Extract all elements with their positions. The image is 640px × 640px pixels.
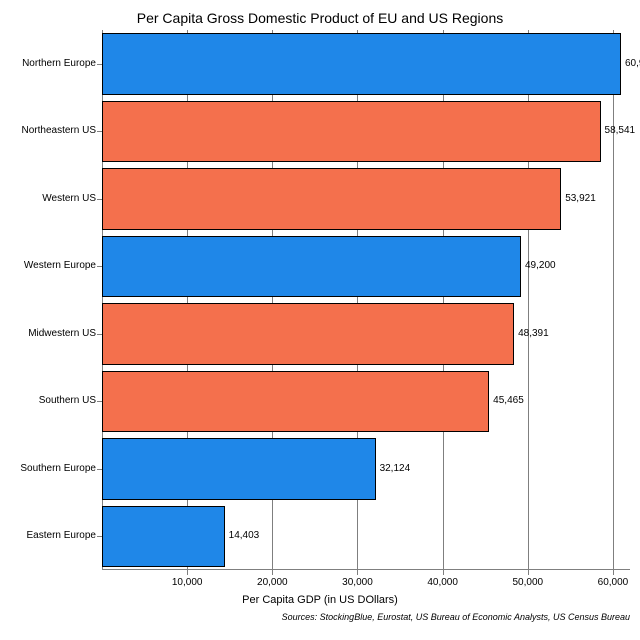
x-tick-label: 10,000	[172, 577, 203, 588]
x-tick	[528, 570, 529, 575]
y-category-label: Midwestern US	[0, 328, 96, 339]
bar	[102, 438, 376, 500]
bar	[102, 168, 561, 230]
x-tick-label: 60,000	[598, 577, 629, 588]
y-category-label: Southern Europe	[0, 463, 96, 474]
x-axis-line	[102, 569, 630, 570]
y-category-label: Northern Europe	[0, 58, 96, 69]
bar	[102, 371, 489, 433]
bar-value-label: 53,921	[565, 193, 596, 204]
bar-value-label: 58,541	[605, 125, 636, 136]
bar-value-label: 32,124	[380, 463, 411, 474]
chart-container: Per Capita Gross Domestic Product of EU …	[0, 0, 640, 640]
bar-value-label: 60,942	[625, 58, 640, 69]
y-tick	[97, 334, 102, 335]
x-tick	[272, 570, 273, 575]
bar-value-label: 45,465	[493, 395, 524, 406]
x-tick-label: 20,000	[257, 577, 288, 588]
x-tick	[357, 570, 358, 575]
x-tick	[187, 570, 188, 575]
x-tick-label: 50,000	[513, 577, 544, 588]
x-tick	[443, 570, 444, 575]
y-category-label: Eastern Europe	[0, 530, 96, 541]
y-tick	[97, 266, 102, 267]
bar-value-label: 48,391	[518, 328, 549, 339]
y-tick	[97, 199, 102, 200]
y-tick	[97, 536, 102, 537]
bar	[102, 303, 514, 365]
y-category-label: Western Europe	[0, 260, 96, 271]
y-tick	[97, 64, 102, 65]
x-tick-label: 30,000	[342, 577, 373, 588]
sources-text: Sources: StockingBlue, Eurostat, US Bure…	[282, 612, 630, 622]
x-axis-title: Per Capita GDP (in US DOllars)	[0, 594, 640, 606]
bar-value-label: 14,403	[229, 530, 260, 541]
plot-area: 60,94258,54153,92149,20048,39145,46532,1…	[102, 30, 630, 570]
y-tick	[97, 469, 102, 470]
x-tick-label: 40,000	[427, 577, 458, 588]
bar-value-label: 49,200	[525, 260, 556, 271]
bar	[102, 101, 601, 163]
bar	[102, 33, 621, 95]
y-category-label: Northeastern US	[0, 125, 96, 136]
y-category-label: Western US	[0, 193, 96, 204]
bar	[102, 236, 521, 298]
y-tick	[97, 131, 102, 132]
x-tick	[613, 570, 614, 575]
chart-title: Per Capita Gross Domestic Product of EU …	[0, 10, 640, 26]
bar	[102, 506, 225, 568]
y-tick	[97, 401, 102, 402]
y-category-label: Southern US	[0, 395, 96, 406]
grid-line	[613, 30, 614, 570]
